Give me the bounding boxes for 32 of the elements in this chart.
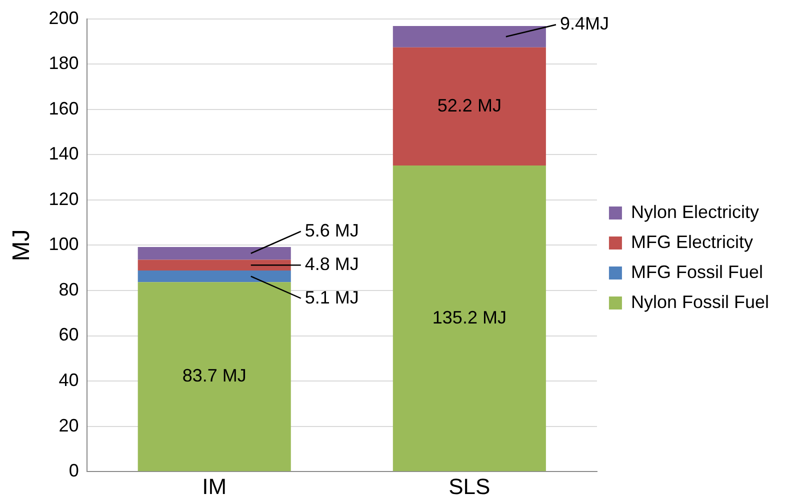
y-tick-label: 200 (48, 8, 79, 28)
y-tick-label: 80 (58, 279, 79, 300)
bar (392, 166, 546, 472)
bar (392, 26, 546, 48)
data-label: 83.7 MJ (182, 366, 246, 386)
y-tick-label: 40 (58, 370, 79, 390)
y-tick-label: 100 (48, 234, 79, 254)
legend-label: Nylon Fossil Fuel (630, 292, 770, 312)
bar (392, 47, 546, 166)
x-tick-label: SLS (448, 474, 490, 499)
legend-label: Nylon Electricity (630, 202, 759, 222)
data-label: 52.2 MJ (437, 95, 502, 116)
y-tick-label: 160 (48, 98, 79, 118)
y-tick-label: 20 (58, 415, 79, 436)
y-tick-label: 120 (48, 188, 79, 209)
bar (138, 260, 291, 271)
y-tick-label: 60 (58, 324, 79, 345)
x-tick-label: IM (202, 474, 227, 499)
data-label: 9.4MJ (560, 14, 609, 34)
bar (138, 247, 291, 260)
data-label: 5.6 MJ (304, 220, 359, 240)
legend-label: MFG Electricity (630, 232, 753, 252)
y-tick-label: 0 (68, 460, 79, 481)
data-label: 135.2 MJ (432, 307, 506, 328)
bar (138, 270, 291, 282)
bar (138, 282, 291, 472)
y-tick-label: 180 (48, 53, 79, 74)
data-label: 4.8 MJ (304, 254, 359, 274)
y-tick-label: 140 (48, 144, 79, 164)
data-label: 5.1 MJ (304, 287, 359, 308)
y-axis-title: MJ (8, 229, 36, 262)
legend-label: MFG Fossil Fuel (630, 262, 763, 282)
